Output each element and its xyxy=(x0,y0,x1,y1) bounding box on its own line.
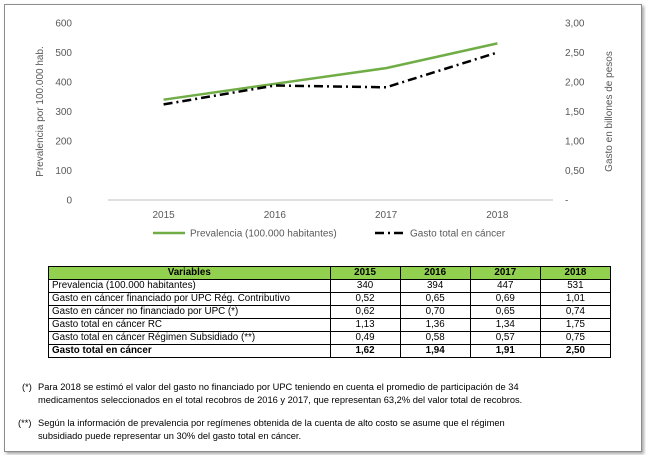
table-header-row: Variables 2015 2016 2017 2018 xyxy=(48,266,612,280)
row-value-2018: 1,75 xyxy=(539,318,612,332)
data-table: Variables 2015 2016 2017 2018 Prevalenci… xyxy=(48,266,612,358)
y-right-tick-label: 0,50 xyxy=(565,166,585,177)
table-row: Gasto total en cáncer RC 1,13 1,36 1,34 1,75 xyxy=(48,318,612,332)
y-left-axis-title: Prevalencia por 100.000 hab. xyxy=(35,46,46,177)
row-value-2017: 1,34 xyxy=(469,318,541,332)
figure-frame: 0 100 200 300 400 500 600 - 0,50 1,00 1,50 2,00 2,50… xyxy=(4,4,642,452)
y-left-tick-label: 400 xyxy=(55,78,72,89)
row-value-2018: 1,01 xyxy=(539,292,612,306)
table-row: Gasto en cáncer financiado por UPC Rég. … xyxy=(48,292,612,306)
y-right-tick-label: 2,50 xyxy=(565,48,585,59)
legend-label-prevalencia: Prevalencia (100.000 habitantes) xyxy=(190,229,337,240)
y-left-tick-label: 600 xyxy=(55,19,72,30)
header-2017: 2017 xyxy=(469,266,541,280)
y-right-tick-label: 1,50 xyxy=(565,107,585,118)
table-row: Gasto total en cáncer Régimen Subsidiado… xyxy=(48,331,612,345)
prevalencia-line xyxy=(163,42,498,101)
line-chart: 0 100 200 300 400 500 600 - 0,50 1,00 1,50 2,00 2,50… xyxy=(35,19,615,240)
note-2-line-2: subsidiado puede representar un 30% del … xyxy=(38,430,302,441)
row-value-2017: 0,69 xyxy=(469,292,541,306)
table-row: Prevalencia (100.000 habitantes) 340 394 44… xyxy=(48,279,612,293)
row-value-2017: 1,91 xyxy=(469,344,541,358)
y-left-tick-label: 100 xyxy=(55,166,72,177)
row-value-2017: 447 xyxy=(469,279,541,293)
row-value-2015: 0,62 xyxy=(329,305,401,319)
y-left-tick-label: 0 xyxy=(66,196,72,207)
note-1-mark: (*) xyxy=(22,382,32,392)
y-right-tick-label: 1,00 xyxy=(565,137,585,148)
row-value-2016: 0,70 xyxy=(399,305,471,319)
note-2-line-1: Según la información de prevalencia por … xyxy=(38,418,505,428)
row-label: Gasto total en cáncer Régimen Subsidiado… xyxy=(48,331,331,345)
y-left-tick-label: 300 xyxy=(55,107,72,118)
y-right-axis-title: Gasto en billones de pesos xyxy=(604,51,615,172)
row-value-2018: 0,75 xyxy=(539,331,612,345)
row-value-2016: 394 xyxy=(399,279,471,293)
y-right-tick-label: 2,00 xyxy=(565,78,585,89)
x-tick-label: 2015 xyxy=(153,210,176,221)
header-2015: 2015 xyxy=(329,266,401,280)
row-label: Gasto total en cáncer RC xyxy=(48,318,331,332)
row-label: Gasto en cáncer financiado por UPC Rég. … xyxy=(48,292,331,306)
x-tick-label: 2016 xyxy=(264,210,287,221)
row-value-2016: 1,36 xyxy=(399,318,471,332)
y-left-tick-label: 500 xyxy=(55,48,72,59)
row-value-2015: 1,62 xyxy=(329,344,401,358)
note-2: (**) Según la información de prevalencia… xyxy=(18,417,632,443)
note-1-line-2: medicamentos seleccionados en el total r… xyxy=(38,394,523,405)
row-value-2018: 531 xyxy=(539,279,612,293)
header-2018: 2018 xyxy=(539,266,612,280)
row-value-2016: 0,58 xyxy=(399,331,471,345)
table-row: Gasto total en cáncer 1,62 1,94 1,91 2,50 xyxy=(48,344,612,358)
row-value-2015: 1,13 xyxy=(329,318,401,332)
y-right-tick-label: 3,00 xyxy=(565,19,585,30)
y-left-tick-label: 200 xyxy=(55,137,72,148)
note-2-mark: (**) xyxy=(18,418,32,428)
row-label: Gasto en cáncer no financiado por UPC (*… xyxy=(48,305,331,319)
note-1: (*) Para 2018 se estimó el valor del gas… xyxy=(22,381,632,407)
row-label: Gasto total en cáncer xyxy=(48,344,331,358)
x-tick-label: 2017 xyxy=(375,210,398,221)
row-label: Prevalencia (100.000 habitantes) xyxy=(48,279,331,293)
row-value-2015: 0,52 xyxy=(329,292,401,306)
header-2016: 2016 xyxy=(399,266,471,280)
header-variables: Variables xyxy=(48,266,331,280)
row-value-2017: 0,65 xyxy=(469,305,541,319)
row-value-2016: 0,65 xyxy=(399,292,471,306)
gasto-line xyxy=(163,51,498,106)
x-tick-label: 2018 xyxy=(486,210,509,221)
row-value-2015: 340 xyxy=(329,279,401,293)
row-value-2018: 2,50 xyxy=(539,344,612,358)
legend-label-gasto: Gasto total en cáncer xyxy=(410,229,506,240)
note-1-line-1: Para 2018 se estimó el valor del gasto n… xyxy=(38,382,519,392)
row-value-2015: 0,49 xyxy=(329,331,401,345)
row-value-2018: 0,74 xyxy=(539,305,612,319)
table-row: Gasto en cáncer no financiado por UPC (*… xyxy=(48,305,612,319)
row-value-2017: 0,57 xyxy=(469,331,541,345)
row-value-2016: 1,94 xyxy=(399,344,471,358)
y-right-tick-label: - xyxy=(565,196,568,207)
